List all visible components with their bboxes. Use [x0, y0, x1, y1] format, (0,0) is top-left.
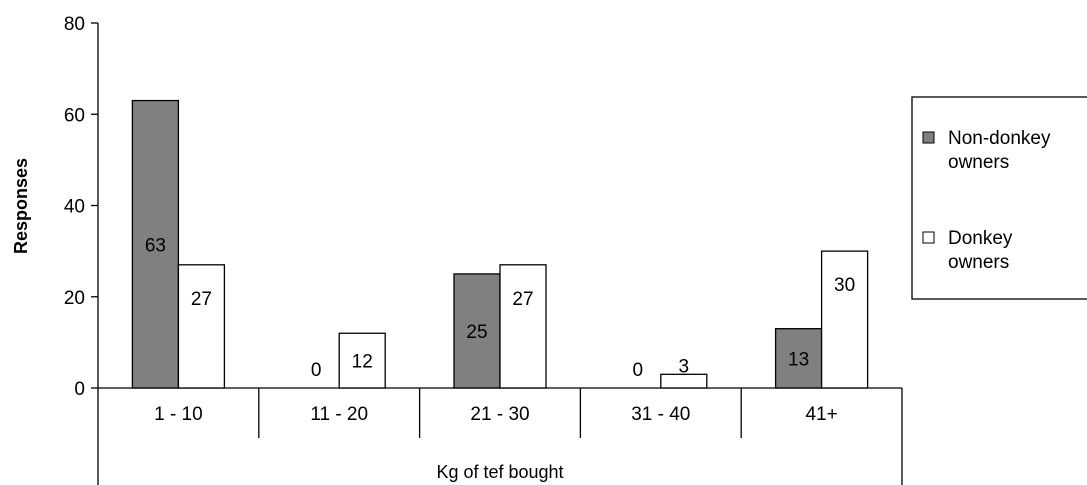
legend-label-donkey-line2: owners	[948, 252, 1009, 273]
legend-box	[911, 96, 1087, 300]
category-label: 31 - 40	[631, 404, 690, 425]
y-tick-label: 20	[64, 288, 85, 309]
data-label: 27	[191, 289, 212, 310]
data-label: 3	[679, 356, 690, 377]
data-label: 0	[311, 360, 322, 381]
bars	[131, 99, 869, 389]
data-label: 63	[145, 235, 166, 256]
legend-swatch-donkey	[922, 231, 935, 244]
data-label: 30	[834, 275, 855, 296]
y-tick-label: 0	[74, 379, 85, 400]
bar-donkey	[660, 373, 708, 389]
y-tick-label: 60	[64, 105, 85, 126]
legend-label-non-donkey-line1: Non-donkey	[948, 128, 1051, 149]
bar-non-donkey	[774, 328, 823, 389]
bar-donkey	[499, 264, 547, 389]
bar-donkey	[177, 264, 226, 389]
legend-swatch-non-donkey	[922, 131, 935, 144]
y-axis-label: Responses	[11, 158, 31, 254]
bar-non-donkey	[453, 273, 501, 389]
bar-non-donkey	[131, 99, 180, 389]
data-label: 13	[788, 349, 809, 370]
category-label: 41+	[805, 404, 837, 425]
data-label: 25	[466, 322, 487, 343]
category-label: 11 - 20	[310, 404, 368, 425]
category-label: 1 - 10	[154, 404, 203, 425]
data-label: 27	[512, 289, 533, 310]
legend-label-non-donkey-line2: owners	[948, 152, 1009, 173]
category-label: 21 - 30	[470, 404, 529, 425]
x-axis-label: Kg of tef bought	[436, 462, 563, 482]
data-label: 12	[352, 352, 373, 373]
y-tick-label: 80	[64, 14, 85, 35]
y-tick-label: 40	[64, 197, 85, 218]
data-label: 0	[633, 360, 644, 381]
data-labels: 63 27 0 12 25 27 0 3 13 30	[145, 235, 855, 381]
axes: 0 20 40 60 80	[64, 14, 903, 485]
legend-label-donkey-line1: Donkey	[948, 228, 1013, 249]
category-labels: 1 - 10 11 - 20 21 - 30 31 - 40 41+	[154, 404, 838, 425]
bar-donkey	[338, 332, 386, 389]
legend: Non-donkey owners Donkey owners	[911, 96, 1087, 300]
bar-donkey	[820, 250, 869, 389]
